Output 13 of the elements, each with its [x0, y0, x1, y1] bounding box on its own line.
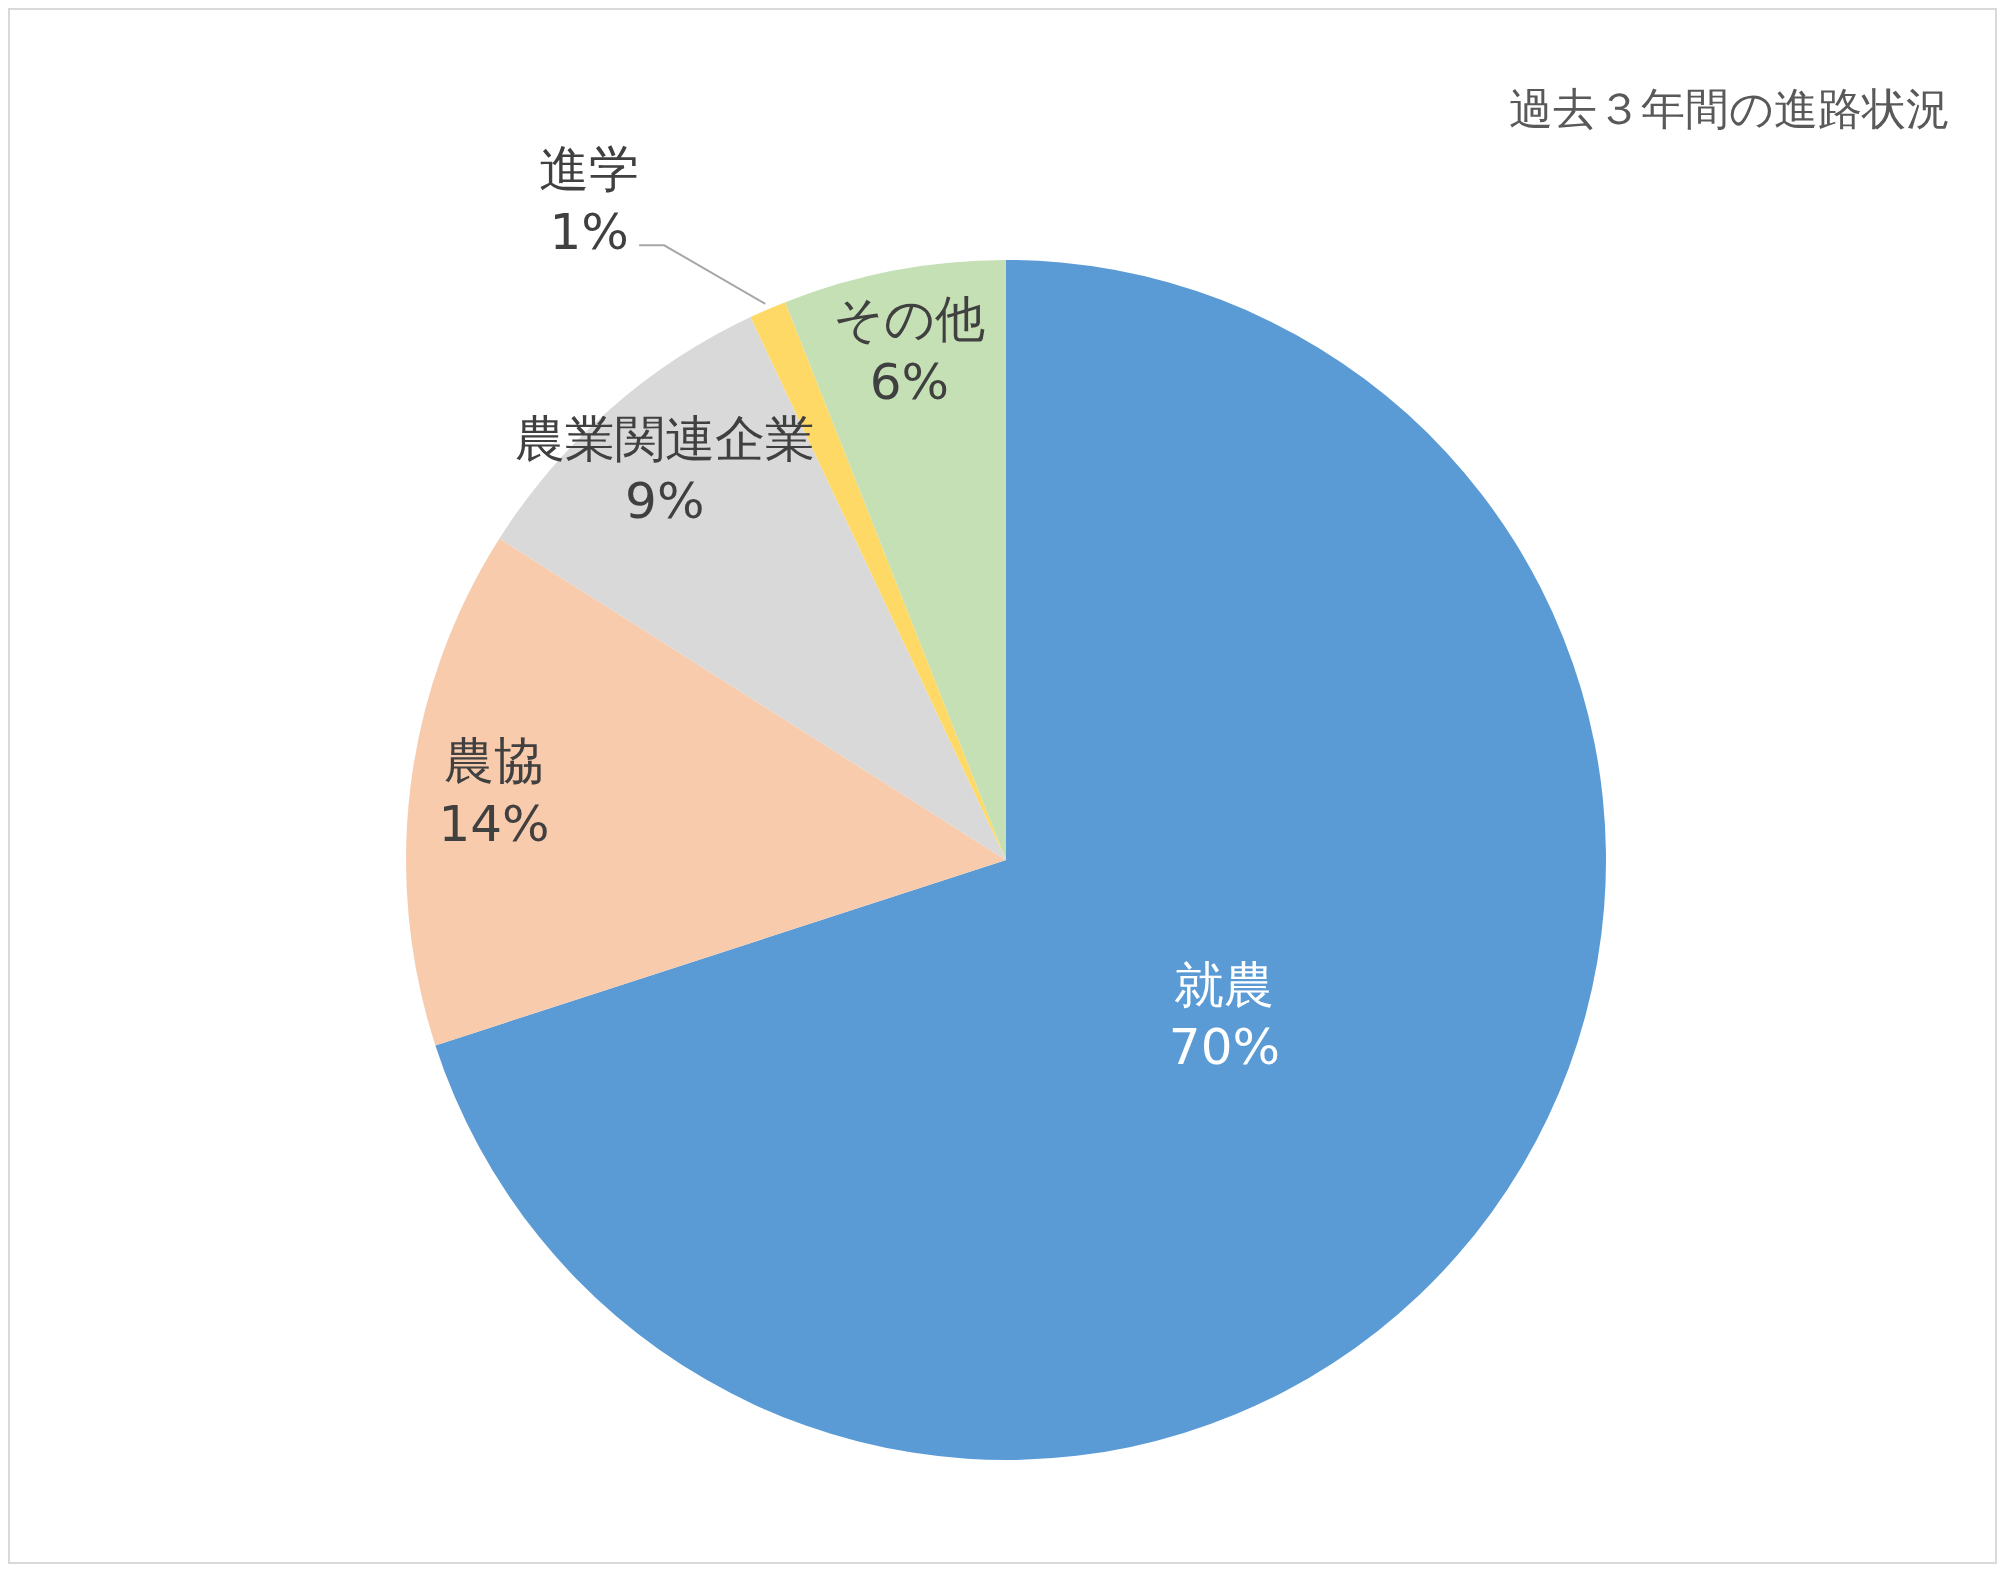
- slice-label: 農協: [444, 731, 545, 790]
- slice-label: その他: [833, 289, 986, 348]
- data-label: 1%: [549, 202, 629, 261]
- slice-label: 農業関連企業: [514, 409, 815, 468]
- data-label: 9%: [625, 471, 705, 530]
- text: 過去３年間の進路状況: [1509, 83, 1950, 134]
- slice-label: 就農: [1174, 955, 1275, 1014]
- data-label: 70%: [1168, 1017, 1280, 1076]
- data-label: 14%: [438, 794, 550, 853]
- data-label: 6%: [869, 352, 949, 411]
- pie-slice: [407, 538, 1006, 1046]
- pie-slice: [435, 260, 1606, 1460]
- slice-label: 進学: [539, 139, 640, 198]
